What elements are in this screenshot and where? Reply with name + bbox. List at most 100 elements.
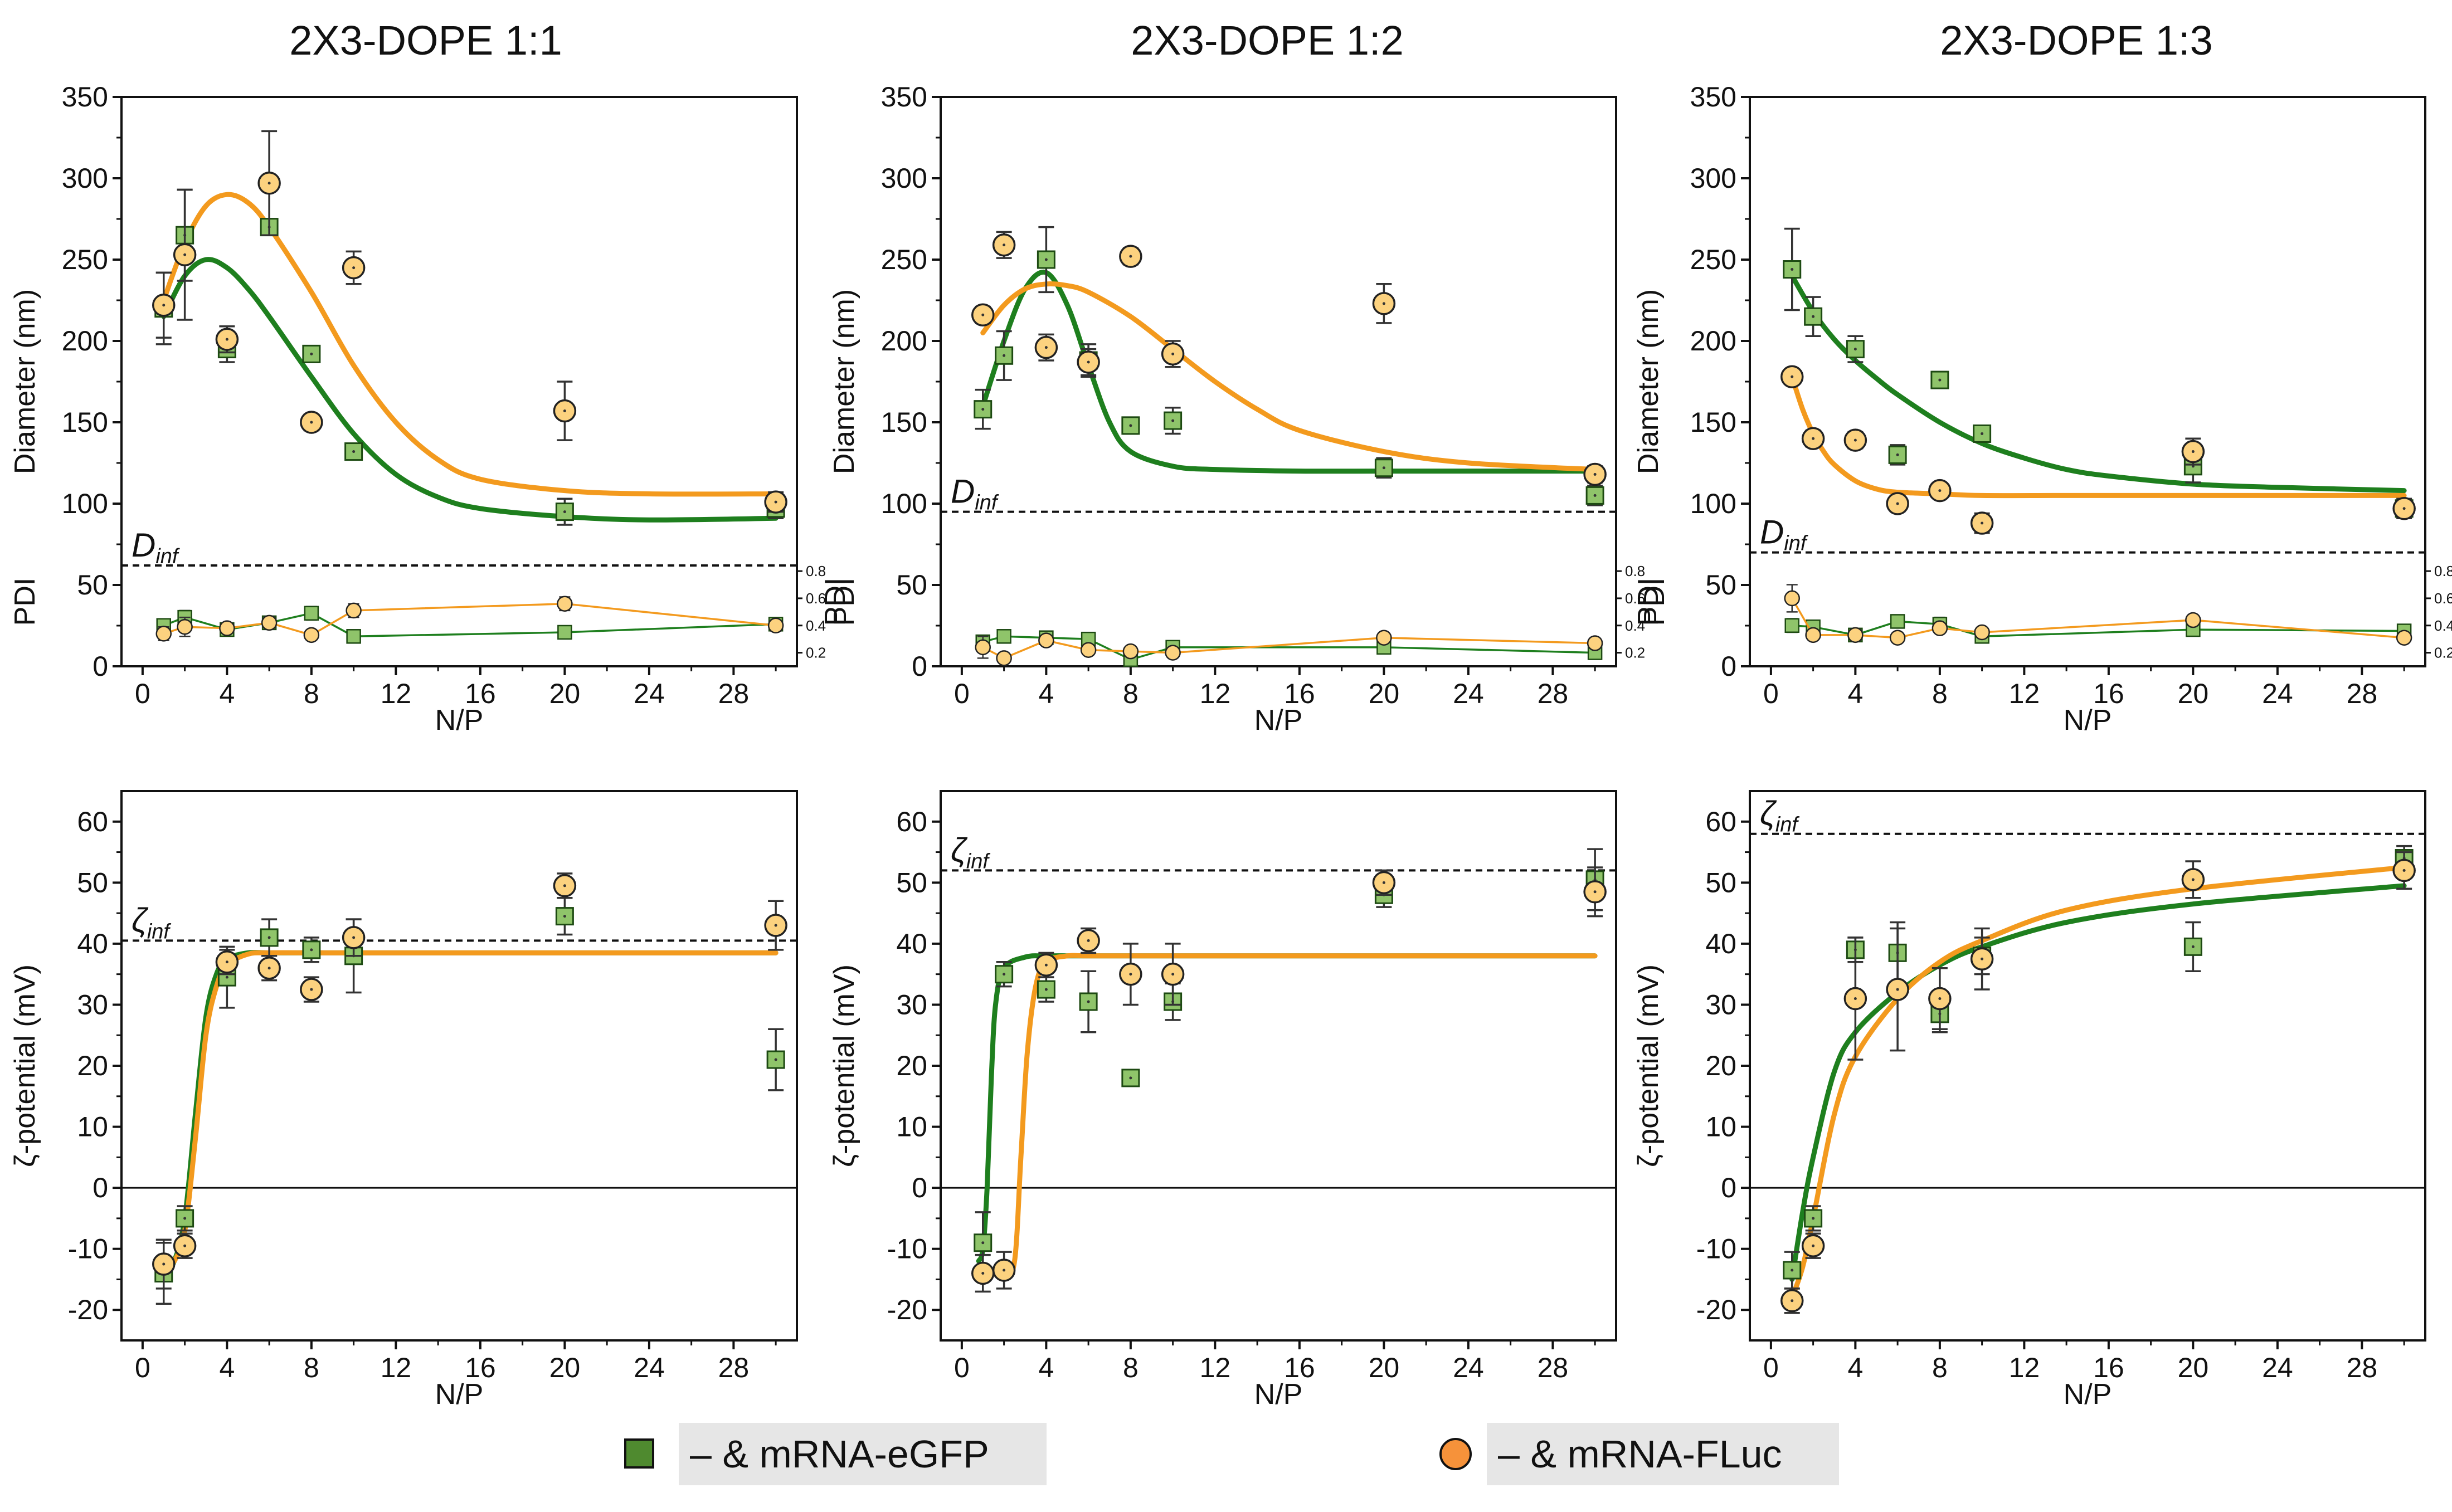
point-center-dot xyxy=(162,1262,166,1266)
point-center-dot xyxy=(1087,1000,1090,1003)
x-tick-label: 12 xyxy=(2009,678,2040,709)
x-tick-label: 4 xyxy=(219,1352,235,1383)
legend-fluc-label: – & mRNA-FLuc xyxy=(1498,1432,1782,1476)
legend-egfp-marker xyxy=(624,1438,654,1469)
point-center-dot xyxy=(563,915,566,918)
point-center-dot xyxy=(1593,890,1597,894)
x-tick-label: 24 xyxy=(634,1352,665,1383)
y-tick-label: 350 xyxy=(881,81,927,113)
y-tick-label: -20 xyxy=(887,1294,927,1325)
y-tick-label: 150 xyxy=(62,407,108,438)
x-tick-label: 24 xyxy=(1453,1352,1484,1383)
x-tick-label: 4 xyxy=(1847,678,1863,709)
pdi-fluc-point xyxy=(1932,620,1948,636)
point-center-dot xyxy=(1044,963,1048,967)
x-tick-label: 8 xyxy=(304,1352,319,1383)
y-tick-label: 20 xyxy=(77,1050,108,1081)
reference-label: Dinf xyxy=(951,473,999,515)
x-tick-label: 28 xyxy=(1538,678,1569,709)
point-center-dot xyxy=(1003,1269,1006,1272)
fluc-fit-curve xyxy=(161,192,779,497)
pdi-egfp-point xyxy=(304,606,319,621)
x-tick-label: 28 xyxy=(718,678,750,709)
y-tick-label: 20 xyxy=(896,1050,927,1081)
y-tick-label: -20 xyxy=(68,1294,108,1325)
pdi-fluc-point xyxy=(1038,632,1054,648)
zeta-panel-1: -20 -10 0 10 20 30 40 50 60 ζ-potential (mV) 0 4 8 12… xyxy=(9,790,798,1411)
point-center-dot xyxy=(1044,258,1048,261)
x-axis-label: N/P xyxy=(435,1378,484,1411)
zeta-panel-3: -20 -10 0 10 20 30 40 50 60 ζ-potential (mV) 0 4 8 12… xyxy=(1632,790,2426,1411)
fluc-fit-curve xyxy=(1789,374,2407,499)
point-center-dot xyxy=(352,266,356,270)
panel-title: 2X3-DOPE 1:1 xyxy=(289,17,562,64)
egfp-point xyxy=(2183,937,2202,956)
x-tick-label: 8 xyxy=(1123,678,1139,709)
pdi-fluc-point xyxy=(1080,642,1097,658)
panel-title: 2X3-DOPE 1:3 xyxy=(1940,17,2212,64)
x-tick-label: 4 xyxy=(1038,678,1054,709)
x-axis-label: N/P xyxy=(2064,704,2112,737)
point-center-dot xyxy=(981,408,985,411)
reference-label-subscript: inf xyxy=(1775,813,1800,837)
egfp-fit-curve xyxy=(980,269,1598,474)
pdi-fluc-point xyxy=(975,639,991,656)
x-tick-label: 12 xyxy=(1200,1352,1231,1383)
x-tick-label: 8 xyxy=(304,678,319,709)
y-tick-label: 200 xyxy=(881,325,927,357)
y-tick-label: 60 xyxy=(1705,806,1736,837)
y-tick-label: 0 xyxy=(1721,1172,1736,1203)
pdi-tick-label: 0.4 xyxy=(806,617,826,634)
point-center-dot xyxy=(1171,419,1175,422)
point-center-dot xyxy=(2402,507,2406,510)
y-tick-label: 50 xyxy=(77,569,108,601)
x-tick-label: 12 xyxy=(381,1352,412,1383)
point-center-dot xyxy=(1812,1217,1815,1220)
pdi-tick-label: 0.8 xyxy=(806,563,826,579)
point-center-dot xyxy=(1938,997,1942,1000)
pdi-fluc-point xyxy=(177,618,193,635)
pdi-fluc-point xyxy=(1376,630,1392,646)
pdi-tick-label: 0.2 xyxy=(2434,645,2452,661)
y-axis-label: Diameter (nm) xyxy=(828,289,860,474)
y-tick-label: 50 xyxy=(896,867,927,898)
legend-egfp-label: – & mRNA-eGFP xyxy=(690,1432,989,1476)
point-center-dot xyxy=(774,924,777,927)
y-tick-label: 50 xyxy=(1705,569,1736,601)
x-tick-label: 12 xyxy=(2009,1352,2040,1383)
point-center-dot xyxy=(563,884,566,887)
pdi-egfp-point xyxy=(557,625,572,640)
point-center-dot xyxy=(1382,302,1385,305)
fluc-fit-curve xyxy=(980,281,1598,472)
point-center-dot xyxy=(162,304,166,307)
point-center-dot xyxy=(2191,945,2195,948)
point-center-dot xyxy=(1044,346,1048,349)
point-center-dot xyxy=(1938,489,1942,492)
point-center-dot xyxy=(1853,438,1857,442)
point-center-dot xyxy=(1896,502,1899,505)
point-center-dot xyxy=(1382,881,1385,884)
reference-label-subscript: inf xyxy=(975,491,999,515)
y-axis-label: ζ-potential (mV) xyxy=(828,964,860,1167)
point-center-dot xyxy=(1593,472,1597,476)
y-tick-label: 10 xyxy=(1705,1111,1736,1143)
pdi-axis-label-right: PDI xyxy=(1638,578,1671,626)
y-tick-label: 250 xyxy=(1690,244,1736,275)
point-center-dot xyxy=(1003,973,1006,976)
reference-label: Dinf xyxy=(132,526,180,568)
pdi-axis-label: PDI xyxy=(9,578,41,626)
x-tick-label: 4 xyxy=(1038,1352,1054,1383)
y-tick-label: 0 xyxy=(1721,651,1736,682)
pdi-tick-label: 0.4 xyxy=(2434,617,2452,634)
y-tick-label: 50 xyxy=(896,569,927,601)
point-center-dot xyxy=(1129,1076,1132,1080)
x-axis-label: N/P xyxy=(1254,704,1303,737)
pdi-fluc-point xyxy=(1587,635,1603,651)
pdi-fluc-point xyxy=(1165,645,1181,661)
pdi-fluc-point xyxy=(155,626,172,642)
legend: – & mRNA-eGFP – & mRNA-FLuc xyxy=(624,1423,1839,1485)
x-tick-label: 12 xyxy=(1200,678,1231,709)
point-center-dot xyxy=(1853,997,1857,1000)
point-center-dot xyxy=(1896,988,1899,991)
